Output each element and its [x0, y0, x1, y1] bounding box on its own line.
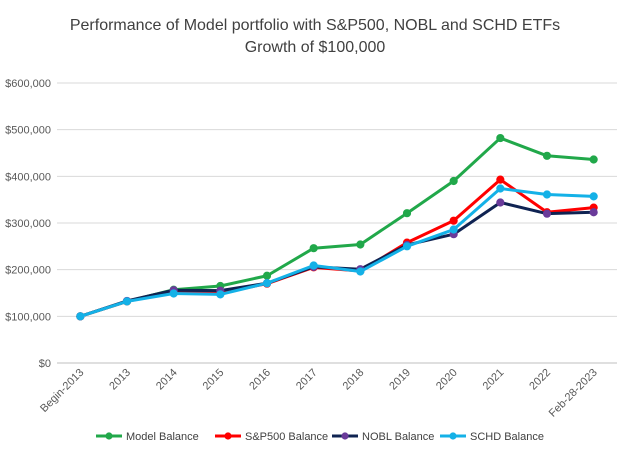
data-point: [589, 192, 598, 201]
series-line: [78, 186, 596, 318]
chart-title-line2: Growth of $100,000: [245, 39, 386, 56]
series-line: [78, 200, 596, 318]
data-point: [356, 267, 365, 276]
data-point: [449, 176, 458, 186]
series-s-p500-balance: [76, 175, 598, 321]
data-point: [122, 297, 132, 306]
legend: Model Balance S&P500 Balance NOBL Balance S…: [96, 431, 544, 443]
legend-label: SCHD Balance: [470, 431, 544, 443]
y-tick-label: $600,000: [5, 78, 51, 90]
grid: [57, 82, 617, 364]
series-model-balance: [76, 133, 598, 321]
y-tick-label: $100,000: [5, 311, 51, 323]
y-tick-label: $300,000: [5, 218, 51, 230]
x-tick-label: 2022: [527, 367, 553, 393]
data-point: [76, 312, 85, 321]
data-point: [589, 155, 598, 164]
y-tick-label: $400,000: [5, 171, 51, 183]
legend-item: Model Balance: [96, 431, 199, 443]
legend-label: NOBL Balance: [362, 431, 434, 443]
legend-label: Model Balance: [126, 431, 199, 443]
data-point: [309, 261, 318, 270]
data-point: [262, 271, 272, 280]
data-point: [496, 133, 505, 143]
data-point: [449, 216, 458, 225]
legend-swatch-marker: [224, 432, 232, 440]
y-tick-label: $500,000: [5, 125, 51, 137]
legend-item: SCHD Balance: [440, 431, 544, 443]
x-tick-label: 2019: [387, 367, 413, 393]
legend-swatch-marker: [105, 432, 113, 440]
x-tick-label: 2014: [154, 367, 180, 393]
x-tick-label: 2018: [341, 367, 367, 393]
y-tick-label: $200,000: [5, 265, 51, 277]
legend-label: S&P500 Balance: [245, 431, 328, 443]
data-point: [216, 290, 225, 299]
x-tick-label: 2016: [247, 367, 273, 393]
chart-title-line1: Performance of Model portfolio with S&P5…: [70, 17, 560, 34]
data-point: [402, 209, 412, 218]
legend-item: NOBL Balance: [332, 431, 434, 443]
x-tick-label: Feb-28-2023: [547, 367, 600, 420]
legend-swatch-marker: [341, 432, 349, 440]
data-point: [496, 175, 505, 184]
x-tick-label: 2021: [481, 367, 507, 393]
series-lines: [76, 133, 598, 321]
x-tick-label: 2017: [294, 367, 320, 393]
legend-item: S&P500 Balance: [215, 431, 328, 443]
y-tick-label: $0: [39, 358, 51, 370]
data-point: [496, 198, 505, 207]
series-nobl-balance: [76, 198, 598, 321]
legend-swatch-marker: [449, 432, 457, 440]
data-point: [356, 240, 365, 249]
x-tick-label: 2015: [201, 367, 227, 393]
x-tick-label: 2013: [107, 367, 133, 393]
data-point: [402, 242, 412, 251]
data-point: [309, 244, 318, 253]
x-tick-label: 2020: [434, 367, 460, 393]
data-point: [496, 184, 505, 193]
data-point: [262, 279, 272, 288]
data-point: [449, 225, 458, 234]
series-line: [78, 136, 596, 318]
x-axis-ticks: Begin-2013 2013 2014 2015 2016 2017 2018 2019 20…: [38, 367, 600, 420]
data-point: [589, 208, 598, 217]
series-schd-balance: [76, 184, 598, 321]
x-tick-label: Begin-2013: [38, 367, 86, 415]
data-point: [542, 190, 552, 199]
y-axis-ticks: $0 $100,000 $200,000 $300,000 $400,000 $500,0…: [5, 78, 51, 370]
data-point: [542, 209, 552, 218]
data-point: [542, 151, 552, 160]
data-point: [169, 289, 178, 298]
